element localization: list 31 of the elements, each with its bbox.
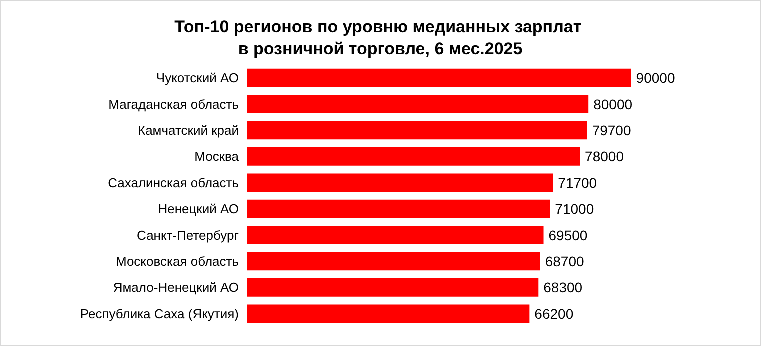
bar — [247, 304, 530, 324]
data-label: 78000 — [585, 148, 624, 165]
bar — [247, 121, 588, 140]
bar — [247, 278, 539, 297]
bar — [247, 200, 550, 218]
data-label: 80000 — [594, 96, 633, 112]
y-tick-label: Сахалинская область — [108, 175, 240, 190]
y-tick-label: Чукотский АО — [156, 70, 239, 86]
y-tick-label: Санкт-Петербург — [137, 228, 240, 243]
y-tick-label: Камчатский край — [138, 123, 239, 138]
y-tick-label: Москва — [194, 149, 240, 164]
y-tick-label: Ямало-Ненецкий АО — [113, 280, 239, 296]
bar — [247, 68, 632, 88]
data-label: 69500 — [548, 227, 588, 244]
data-label: 71700 — [558, 174, 598, 191]
data-label: 90000 — [636, 70, 676, 86]
bar — [247, 95, 589, 114]
y-tick-label: Ненецкий АО — [158, 202, 239, 217]
data-label: 68700 — [545, 254, 584, 270]
data-label: 68300 — [544, 280, 583, 296]
bar — [247, 252, 540, 271]
data-label: 66200 — [534, 306, 574, 322]
y-tick-label: Республика Саха (Якутия) — [80, 306, 239, 322]
data-label: 71000 — [555, 201, 594, 218]
y-tick-label: Московская область — [116, 254, 240, 269]
chart-title: Топ-10 регионов по уровню медианных зарплат в розничной торговле, 6 мес.2025 — [174, 18, 586, 58]
bar — [247, 226, 544, 244]
bar — [247, 174, 554, 192]
bar — [247, 148, 580, 166]
data-label: 79700 — [592, 122, 632, 138]
y-tick-label: Магаданская область — [108, 96, 240, 112]
